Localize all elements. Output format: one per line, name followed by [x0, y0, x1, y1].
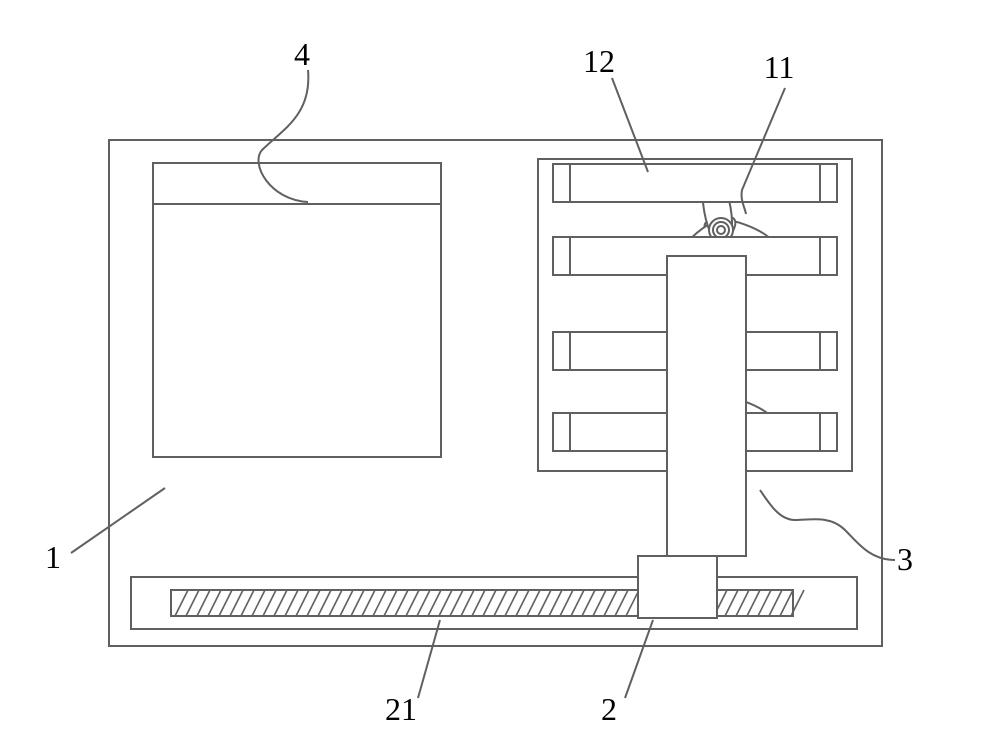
- carriage-2: [638, 556, 717, 618]
- label-l12: 12: [583, 43, 615, 79]
- label-l3: 3: [897, 541, 913, 577]
- label-l1: 1: [45, 539, 61, 575]
- technical-diagram: 1221341112: [0, 0, 1000, 751]
- label-l21: 21: [385, 691, 417, 727]
- leader-3: [760, 490, 895, 560]
- leader-21: [418, 620, 440, 698]
- label-l4: 4: [294, 36, 310, 72]
- leader-1: [71, 488, 165, 553]
- leader-2: [625, 620, 653, 698]
- leader-12: [612, 78, 648, 172]
- panel-4: [153, 163, 441, 457]
- column-3: [667, 256, 746, 556]
- label-l2: 2: [601, 691, 617, 727]
- label-l11: 11: [764, 49, 795, 85]
- slat-0: [553, 164, 837, 202]
